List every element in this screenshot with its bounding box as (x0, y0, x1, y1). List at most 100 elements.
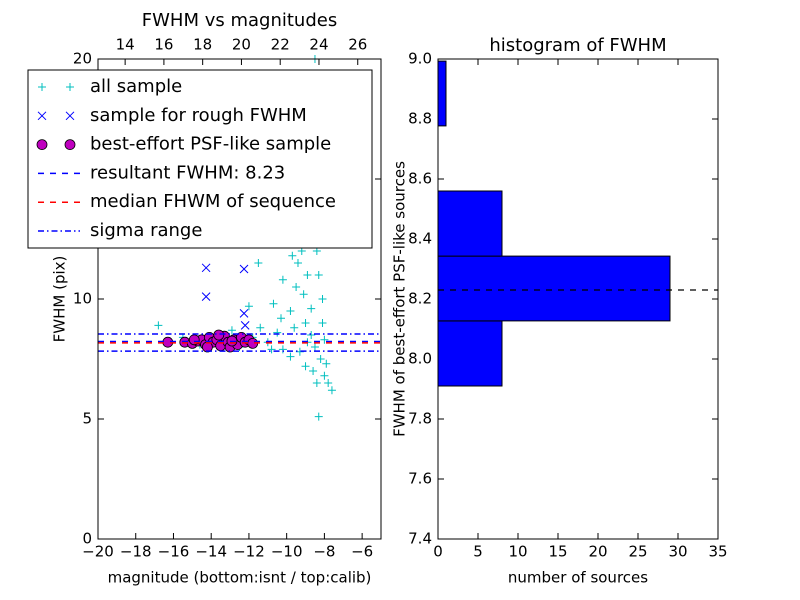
plus-marker (244, 302, 253, 311)
x-tick-label: −12 (233, 543, 265, 561)
circle-marker (64, 139, 76, 151)
plus-marker (318, 295, 327, 303)
legend-label: all sample (90, 76, 182, 97)
plus-marker (38, 83, 46, 91)
plus-marker (310, 343, 319, 351)
x-tick-label: 20 (588, 543, 607, 561)
x-marker (201, 292, 211, 301)
y-tick-label: 8.2 (408, 290, 432, 308)
plus-marker (254, 259, 263, 267)
plus-marker (288, 251, 297, 260)
plus-marker (303, 271, 312, 279)
plus-marker (256, 323, 265, 332)
plus-marker (301, 319, 310, 327)
x-axis-label: magnitude (bottom:isnt / top:calib) (108, 569, 372, 587)
legend-label: resultant FWHM: 8.23 (90, 162, 285, 183)
plus-marker (290, 323, 299, 332)
top-tick-label: 18 (193, 36, 212, 54)
y-tick-label: 20 (73, 50, 92, 68)
plus-marker (316, 355, 325, 363)
top-tick-label: 26 (348, 36, 367, 54)
plus-marker (277, 314, 286, 323)
legend-label: sigma range (90, 220, 202, 241)
plus-marker (292, 283, 301, 291)
y-tick-label: 7.8 (408, 410, 432, 428)
legend-label: sample for rough FWHM (90, 105, 307, 126)
x-tick-label: −20 (82, 543, 114, 561)
plot-frame (437, 58, 719, 540)
plus-marker (314, 271, 323, 279)
x-tick-label: 35 (708, 543, 727, 561)
y-tick-label: 5 (82, 410, 92, 428)
plus-marker (278, 345, 287, 354)
x-tick-label: 30 (668, 543, 687, 561)
chart-title: histogram of FWHM (489, 35, 666, 56)
plus-marker (322, 359, 331, 368)
plus-marker (273, 328, 282, 337)
top-tick-label: 20 (232, 36, 251, 54)
plus-marker (309, 367, 318, 375)
y-axis-label: FWHM (pix) (51, 256, 69, 343)
y-tick-label: 10 (73, 290, 92, 308)
circle-marker (213, 329, 225, 341)
plus-marker (307, 304, 316, 313)
plus-marker (154, 321, 163, 330)
x-tick-label: −6 (351, 543, 373, 561)
plus-marker (267, 345, 276, 354)
x-axis-label: number of sources (508, 569, 648, 587)
x-tick-label: −8 (313, 543, 335, 561)
plus-marker (269, 299, 278, 308)
plus-marker (278, 275, 287, 284)
plus-marker (293, 259, 302, 267)
plus-marker (320, 335, 329, 344)
plus-marker (324, 379, 333, 387)
plus-marker (307, 331, 316, 339)
y-tick-label: 0 (82, 530, 92, 548)
x-marker (65, 111, 75, 121)
top-tick-label: 22 (271, 36, 290, 54)
bar (437, 320, 503, 387)
top-tick-label: 24 (309, 36, 328, 54)
plus-marker (227, 326, 236, 335)
top-tick-label: 14 (116, 36, 135, 54)
circle-marker (36, 139, 48, 151)
y-tick-label: 7.6 (408, 470, 432, 488)
x-marker (239, 309, 249, 318)
x-marker (201, 263, 211, 273)
bar (437, 255, 671, 322)
x-tick-label: 25 (628, 543, 647, 561)
plus-marker (312, 379, 321, 387)
y-tick-label: 8.6 (408, 170, 432, 188)
plot-frame (97, 58, 382, 540)
legend-box (27, 69, 373, 249)
plus-marker (314, 412, 323, 421)
legend-label: best-effort PSF-like sample (90, 134, 331, 155)
x-tick-label: 15 (548, 543, 567, 561)
x-tick-label: 5 (473, 543, 483, 561)
plus-marker (318, 319, 327, 327)
y-tick-label: 8.8 (408, 110, 432, 128)
y-tick-label: 9.0 (408, 50, 432, 68)
plus-marker (66, 83, 74, 91)
x-marker (37, 111, 47, 121)
chart-title: FWHM vs magnitudes (142, 10, 337, 31)
y-tick-label: 8.0 (408, 350, 432, 368)
y-tick-label: 7.4 (408, 530, 432, 548)
plus-marker (327, 386, 336, 395)
x-tick-label: 10 (508, 543, 527, 561)
plus-marker (286, 352, 295, 361)
plus-marker (301, 362, 310, 371)
x-marker (239, 264, 249, 274)
plus-marker (299, 290, 308, 299)
top-tick-label: 16 (154, 36, 173, 54)
x-tick-label: −18 (120, 543, 152, 561)
x-tick-label: 0 (433, 543, 443, 561)
plus-marker (320, 371, 329, 380)
x-tick-label: −10 (271, 543, 303, 561)
x-tick-label: −16 (158, 543, 190, 561)
legend-label: median FHWM of sequence (90, 191, 336, 212)
y-tick-label: 8.4 (408, 230, 432, 248)
bar (437, 190, 503, 257)
x-tick-label: −14 (195, 543, 227, 561)
